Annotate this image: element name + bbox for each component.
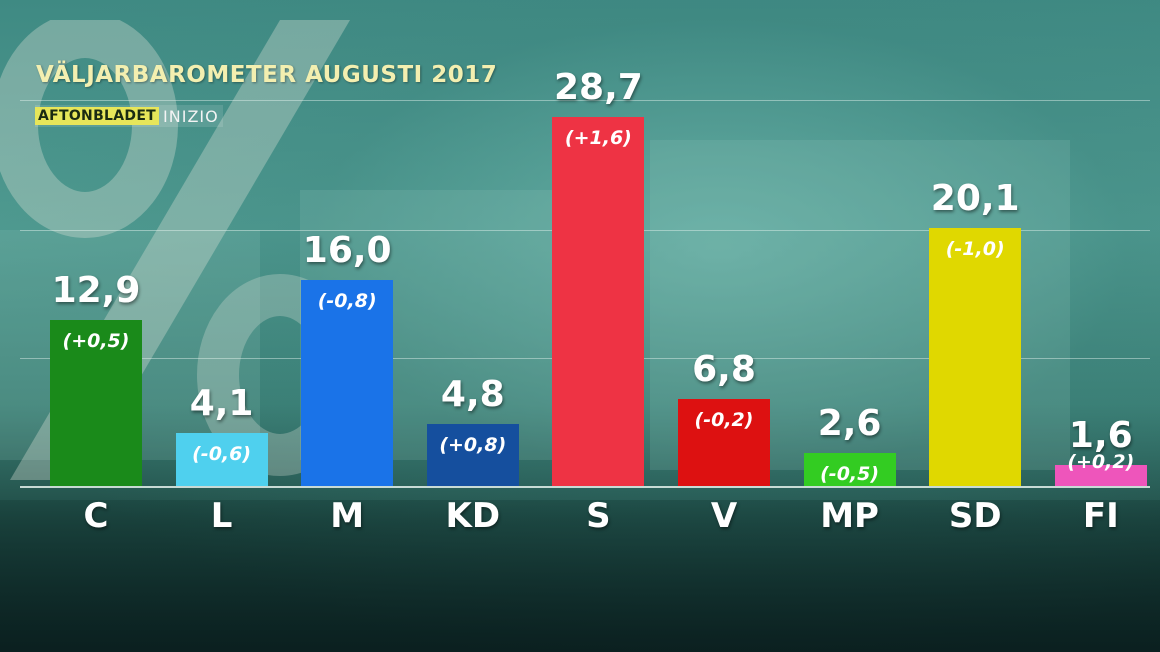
category-label-mp: MP bbox=[820, 496, 879, 536]
category-label-sd: SD bbox=[948, 496, 1002, 536]
logo: AFTONBLADET INIZIO bbox=[35, 105, 223, 127]
change-label-v: (-0,2) bbox=[694, 408, 754, 431]
gridline bbox=[20, 100, 1150, 101]
bar-fi bbox=[1054, 465, 1147, 486]
chart-title: VÄLJARBAROMETER AUGUSTI 2017 bbox=[36, 62, 498, 88]
bar-c bbox=[50, 320, 142, 486]
value-label-s: 28,7 bbox=[553, 67, 643, 109]
chart-baseline bbox=[20, 486, 1150, 488]
category-label-kd: KD bbox=[445, 496, 501, 536]
value-label-c: 12,9 bbox=[51, 270, 141, 312]
value-label-m: 16,0 bbox=[302, 230, 392, 272]
change-label-mp: (-0,5) bbox=[820, 462, 880, 485]
bar-m bbox=[301, 280, 394, 486]
change-label-m: (-0,8) bbox=[317, 290, 377, 313]
value-label-sd: 20,1 bbox=[930, 177, 1020, 219]
change-label-fi: (+0,2) bbox=[1067, 451, 1135, 474]
category-label-v: V bbox=[710, 496, 738, 536]
bar-s bbox=[552, 117, 645, 486]
bar-sd bbox=[929, 227, 1022, 486]
bar-v bbox=[678, 398, 770, 486]
change-label-c: (+0,5) bbox=[62, 330, 130, 353]
bar-l bbox=[175, 433, 268, 486]
value-label-l: 4,1 bbox=[189, 383, 254, 425]
aftonbladet-logo: AFTONBLADET bbox=[35, 107, 160, 125]
inizio-logo: INIZIO bbox=[163, 106, 219, 126]
change-label-kd: (+0,8) bbox=[439, 434, 507, 457]
category-label-s: S bbox=[586, 496, 611, 536]
category-label-c: C bbox=[83, 496, 109, 536]
value-label-fi: 1,6 bbox=[1068, 415, 1133, 457]
change-label-l: (-0,6) bbox=[192, 443, 252, 466]
category-label-l: L bbox=[210, 496, 233, 536]
value-label-kd: 4,8 bbox=[440, 374, 505, 416]
change-label-s: (+1,6) bbox=[564, 127, 632, 150]
bar-kd bbox=[426, 424, 519, 486]
value-label-v: 6,8 bbox=[692, 348, 756, 390]
category-label-m: M bbox=[330, 496, 365, 536]
change-label-sd: (-1,0) bbox=[945, 237, 1005, 260]
bar-mp bbox=[803, 452, 896, 486]
value-label-mp: 2,6 bbox=[817, 402, 882, 444]
background-water bbox=[0, 500, 1160, 652]
category-label-fi: FI bbox=[1082, 496, 1119, 536]
